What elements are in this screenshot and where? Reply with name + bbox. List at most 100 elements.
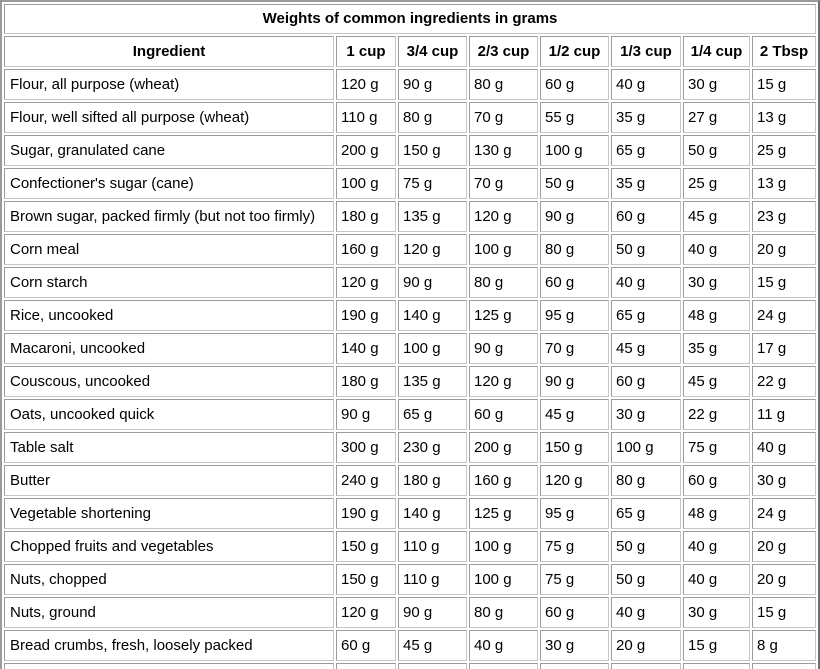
- weight-value-cell: 25 g: [683, 168, 750, 199]
- weight-value-cell: 150 g: [398, 135, 467, 166]
- weight-value-cell: 80 g: [398, 102, 467, 133]
- empty-cell: [4, 663, 334, 669]
- table-row: Nuts, chopped 150 g 110 g 100 g 75 g 50 g 40 g…: [4, 564, 817, 595]
- ingredient-name-cell: Oats, uncooked quick: [4, 399, 334, 430]
- weight-value-cell: 120 g: [398, 234, 467, 265]
- weight-value-cell: 190 g: [336, 300, 396, 331]
- weight-value-cell: 40 g: [611, 267, 681, 298]
- weight-value-cell: 180 g: [336, 366, 396, 397]
- weight-value-cell: 55 g: [540, 102, 609, 133]
- weight-value-cell: 13 g: [752, 102, 817, 133]
- weight-value-cell: 80 g: [469, 597, 538, 628]
- weight-value-cell: 75 g: [540, 564, 609, 595]
- weight-value-cell: 65 g: [611, 135, 681, 166]
- table-title-row: Weights of common ingredients in grams: [4, 4, 817, 34]
- empty-cell: [336, 663, 396, 669]
- weight-value-cell: 65 g: [611, 300, 681, 331]
- weight-value-cell: 45 g: [611, 333, 681, 364]
- weight-value-cell: 11 g: [752, 399, 817, 430]
- weight-value-cell: 70 g: [469, 102, 538, 133]
- ingredient-name-cell: Rice, uncooked: [4, 300, 334, 331]
- weight-value-cell: 75 g: [398, 168, 467, 199]
- table-row: Sugar, granulated cane 200 g 150 g 130 g 100…: [4, 135, 817, 166]
- weight-value-cell: 50 g: [611, 234, 681, 265]
- weight-value-cell: 150 g: [540, 432, 609, 463]
- ingredient-name-cell: Corn starch: [4, 267, 334, 298]
- weight-value-cell: 60 g: [540, 69, 609, 100]
- weight-value-cell: 17 g: [752, 333, 817, 364]
- weight-value-cell: 65 g: [611, 498, 681, 529]
- weight-value-cell: 95 g: [540, 300, 609, 331]
- column-header-1-2-cup: 1/2 cup: [540, 36, 609, 67]
- weight-value-cell: 30 g: [611, 399, 681, 430]
- weight-value-cell: 22 g: [683, 399, 750, 430]
- column-header-3-4-cup: 3/4 cup: [398, 36, 467, 67]
- weight-value-cell: 40 g: [752, 432, 817, 463]
- column-header-1-3-cup: 1/3 cup: [611, 36, 681, 67]
- empty-cell: [398, 663, 467, 669]
- weight-value-cell: 8 g: [752, 630, 817, 661]
- weight-value-cell: 20 g: [752, 234, 817, 265]
- weight-value-cell: 125 g: [469, 300, 538, 331]
- table-row: Oats, uncooked quick 90 g 65 g 60 g 45 g 30 g…: [4, 399, 817, 430]
- weight-value-cell: 90 g: [398, 69, 467, 100]
- weight-value-cell: 40 g: [683, 531, 750, 562]
- weight-value-cell: 70 g: [469, 168, 538, 199]
- weight-value-cell: 80 g: [611, 465, 681, 496]
- weight-value-cell: 24 g: [752, 300, 817, 331]
- table-row: Corn meal 160 g 120 g 100 g 80 g 50 g 40 g 20 g: [4, 234, 817, 265]
- weight-value-cell: 120 g: [469, 366, 538, 397]
- weight-value-cell: 40 g: [683, 564, 750, 595]
- weight-value-cell: 40 g: [683, 234, 750, 265]
- weight-value-cell: 30 g: [683, 267, 750, 298]
- table-row: Rice, uncooked 190 g 140 g 125 g 95 g 65 g 48 …: [4, 300, 817, 331]
- weight-value-cell: 60 g: [336, 630, 396, 661]
- weight-value-cell: 27 g: [683, 102, 750, 133]
- ingredient-name-cell: Flour, well sifted all purpose (wheat): [4, 102, 334, 133]
- weight-value-cell: 30 g: [752, 465, 817, 496]
- weight-value-cell: 48 g: [683, 498, 750, 529]
- weight-value-cell: 50 g: [683, 135, 750, 166]
- weight-value-cell: 80 g: [469, 267, 538, 298]
- weight-value-cell: 30 g: [683, 597, 750, 628]
- weight-value-cell: 40 g: [469, 630, 538, 661]
- ingredient-name-cell: Confectioner's sugar (cane): [4, 168, 334, 199]
- weight-value-cell: 22 g: [752, 366, 817, 397]
- empty-cell: [611, 663, 681, 669]
- weight-value-cell: 135 g: [398, 201, 467, 232]
- weight-value-cell: 150 g: [336, 564, 396, 595]
- empty-cell: [683, 663, 750, 669]
- column-header-1-cup: 1 cup: [336, 36, 396, 67]
- column-header-1-4-cup: 1/4 cup: [683, 36, 750, 67]
- weight-value-cell: 35 g: [683, 333, 750, 364]
- table-header-row: Ingredient 1 cup 3/4 cup 2/3 cup 1/2 cup 1/3 …: [4, 36, 817, 67]
- weight-value-cell: 20 g: [752, 531, 817, 562]
- weight-value-cell: 48 g: [683, 300, 750, 331]
- table-row: Flour, well sifted all purpose (wheat) 11…: [4, 102, 817, 133]
- weight-value-cell: 15 g: [683, 630, 750, 661]
- weight-value-cell: 100 g: [540, 135, 609, 166]
- weight-value-cell: 120 g: [469, 201, 538, 232]
- table-row: Confectioner's sugar (cane) 100 g 75 g 70 g…: [4, 168, 817, 199]
- weight-value-cell: 135 g: [398, 366, 467, 397]
- weight-value-cell: 80 g: [540, 234, 609, 265]
- weight-value-cell: 45 g: [683, 201, 750, 232]
- weight-value-cell: 120 g: [336, 597, 396, 628]
- weight-value-cell: 60 g: [469, 399, 538, 430]
- weight-value-cell: 200 g: [336, 135, 396, 166]
- weight-value-cell: 90 g: [540, 366, 609, 397]
- ingredient-name-cell: Brown sugar, packed firmly (but not too …: [4, 201, 334, 232]
- weight-value-cell: 140 g: [398, 300, 467, 331]
- weight-value-cell: 240 g: [336, 465, 396, 496]
- table-row: Butter 240 g 180 g 160 g 120 g 80 g 60 g 30 g: [4, 465, 817, 496]
- empty-cell: [469, 663, 538, 669]
- weight-value-cell: 13 g: [752, 168, 817, 199]
- ingredient-name-cell: Butter: [4, 465, 334, 496]
- column-header-2-3-cup: 2/3 cup: [469, 36, 538, 67]
- weight-value-cell: 45 g: [683, 366, 750, 397]
- weight-value-cell: 90 g: [398, 267, 467, 298]
- table-row: Couscous, uncooked 180 g 135 g 120 g 90 g 60 …: [4, 366, 817, 397]
